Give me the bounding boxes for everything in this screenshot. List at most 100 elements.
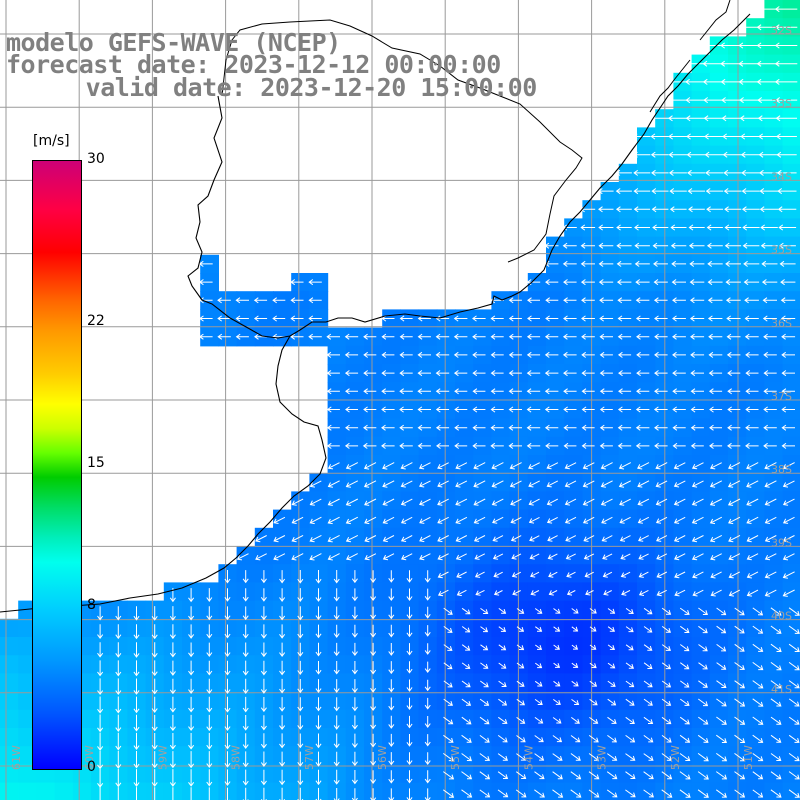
wind-arrow (424, 770, 431, 784)
wind-arrow (406, 624, 413, 638)
wind-arrow (437, 516, 449, 524)
wind-vector-arrows (97, 6, 800, 800)
wind-arrow (242, 588, 249, 602)
wind-arrow (625, 644, 634, 651)
wind-arrow (781, 333, 796, 340)
wind-arrow (661, 753, 672, 761)
wind-arrow (455, 516, 468, 524)
wind-arrow (707, 260, 723, 267)
wind-arrow (655, 516, 668, 524)
wind-arrow (406, 606, 413, 620)
wind-arrow (297, 697, 304, 712)
wind-arrow (498, 662, 507, 669)
wind-arrow (479, 771, 491, 780)
wind-arrow (224, 642, 231, 658)
wind-arrow (752, 789, 764, 798)
wind-arrow (260, 733, 267, 749)
wind-arrow (309, 534, 322, 543)
wind-arrow (154, 787, 156, 800)
wind-arrow (351, 570, 358, 584)
wind-arrow (570, 753, 581, 761)
wind-arrow (728, 571, 741, 579)
wind-arrow (260, 624, 267, 639)
wind-arrow (689, 260, 705, 267)
wind-arrow (656, 571, 668, 579)
wind-arrow (526, 406, 541, 413)
wind-arrow (345, 406, 358, 413)
wind-arrow (671, 279, 686, 286)
wind-arrow (581, 297, 595, 304)
wind-arrow (363, 406, 377, 413)
wind-arrow (535, 662, 543, 669)
wind-arrow (780, 315, 796, 322)
wind-arrow (273, 535, 286, 543)
speed-cell (0, 673, 19, 693)
wind-arrow (724, 224, 742, 231)
wind-arrow (762, 315, 777, 322)
wind-arrow (746, 589, 759, 597)
wind-arrow (472, 315, 486, 322)
wind-arrow (788, 789, 800, 798)
wind-arrow (399, 406, 413, 413)
wind-arrow (707, 279, 723, 286)
wind-arrow (742, 224, 760, 231)
wind-arrow (224, 660, 231, 676)
wind-arrow (770, 661, 782, 671)
wind-arrow (224, 570, 231, 584)
wind-arrow (656, 535, 668, 542)
wind-arrow (679, 734, 691, 743)
wind-arrow (589, 662, 597, 669)
wind-arrow (746, 462, 759, 470)
wind-arrow (653, 406, 668, 413)
wind-arrow (315, 661, 322, 675)
wind-arrow (290, 315, 304, 322)
wind-arrow (417, 315, 431, 322)
wind-arrow (260, 769, 267, 786)
wind-arrow (741, 188, 760, 195)
wind-arrow (345, 424, 359, 431)
wind-arrow (716, 734, 727, 743)
wind-arrow (752, 716, 764, 725)
wind-arrow (260, 606, 267, 621)
wind-arrow (571, 608, 579, 614)
wind-arrow (654, 370, 668, 377)
wind-arrow (625, 771, 636, 779)
wind-arrow (776, 133, 797, 140)
wind-arrow (399, 315, 413, 322)
wind-arrow (620, 571, 631, 578)
wind-arrow (621, 589, 631, 596)
wind-arrow (598, 206, 614, 213)
speed-cell (18, 782, 37, 800)
coastline-inlet (649, 59, 691, 113)
wind-arrow (589, 716, 599, 724)
wind-arrow (764, 516, 777, 524)
wind-arrow (687, 188, 705, 195)
wind-arrow (382, 462, 395, 470)
wind-arrow (326, 351, 340, 358)
wind-arrow (726, 351, 741, 358)
wind-arrow (740, 151, 761, 158)
speed-cell (36, 782, 56, 800)
wind-arrow (723, 169, 742, 176)
wind-arrow (706, 242, 723, 249)
wind-arrow (297, 570, 304, 584)
wind-arrow (625, 607, 634, 615)
wind-arrow (528, 498, 540, 506)
wind-arrow (206, 606, 213, 621)
wind-arrow (661, 734, 672, 743)
longitude-label: 60W (83, 745, 96, 770)
wind-arrow (709, 406, 723, 413)
wind-arrow (654, 351, 668, 358)
wind-arrow (279, 660, 286, 676)
wind-arrow (552, 753, 563, 761)
wind-arrow (151, 642, 158, 658)
wind-arrow (727, 406, 741, 413)
wind-arrow (529, 535, 540, 542)
wind-arrow (672, 424, 686, 431)
wind-arrow (346, 553, 358, 561)
wind-arrow (653, 260, 668, 267)
wind-arrow (742, 242, 760, 249)
wind-arrow (315, 624, 322, 639)
wind-arrow (297, 642, 304, 657)
wind-arrow (745, 424, 759, 431)
